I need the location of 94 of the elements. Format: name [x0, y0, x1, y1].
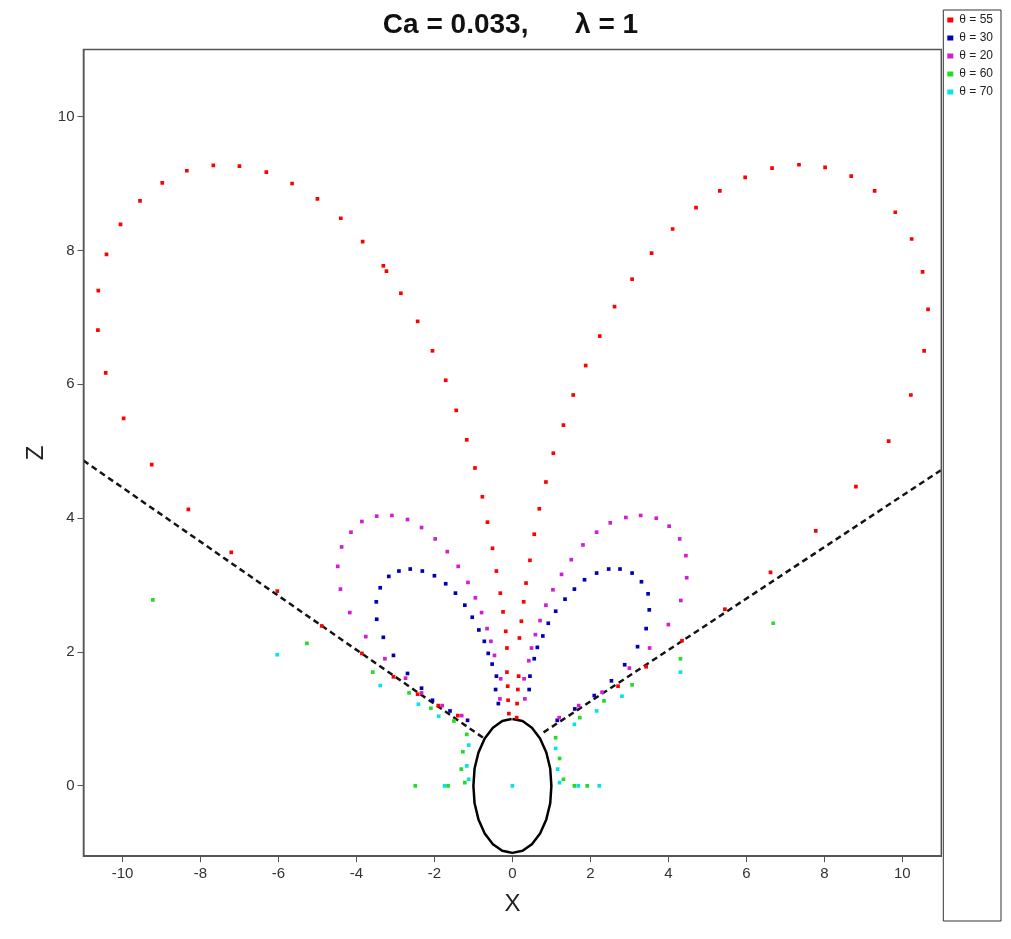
point	[448, 709, 452, 713]
point	[489, 639, 493, 644]
x-tick-label: -8	[193, 864, 208, 882]
point	[606, 567, 611, 571]
point	[477, 628, 481, 632]
point	[572, 707, 577, 711]
point	[608, 521, 613, 525]
x-tick-label: -6	[271, 864, 286, 882]
point	[407, 691, 411, 695]
x-axis-title: X	[504, 889, 521, 917]
point	[462, 603, 467, 608]
point	[667, 524, 671, 529]
point	[275, 652, 280, 657]
point	[420, 569, 425, 573]
y-tick-label: 10	[57, 106, 75, 124]
point	[349, 530, 353, 535]
point	[378, 585, 383, 590]
y-tick-label: 6	[66, 374, 75, 392]
x-tick-label: 0	[508, 864, 517, 882]
point	[522, 676, 526, 681]
x-tick-label: -2	[427, 864, 442, 882]
point	[526, 658, 531, 663]
x-tick-label: 2	[586, 864, 595, 882]
point	[553, 735, 558, 740]
point	[374, 514, 379, 518]
y-tick-label: 4	[66, 508, 75, 526]
point	[466, 743, 471, 747]
point	[585, 784, 590, 788]
point	[433, 537, 438, 541]
point	[452, 719, 456, 723]
point	[647, 608, 652, 612]
point	[620, 694, 624, 699]
legend-label: θ = 70	[959, 84, 994, 99]
point	[563, 597, 567, 601]
point	[569, 557, 574, 562]
legend-label: θ = 20	[959, 48, 994, 63]
point	[151, 597, 155, 602]
point	[461, 749, 465, 754]
point	[600, 690, 604, 695]
point	[546, 621, 551, 626]
y-axis-title: Z	[21, 445, 49, 461]
point	[540, 634, 545, 638]
point	[553, 609, 558, 614]
point	[523, 697, 527, 701]
legend-label: θ = 30	[959, 30, 994, 45]
y-tick-label: 8	[66, 240, 75, 258]
point	[413, 784, 418, 788]
x-tick-label: 4	[664, 864, 673, 882]
point	[528, 674, 532, 678]
point	[581, 543, 585, 547]
point	[482, 639, 487, 644]
point	[397, 569, 401, 573]
legend-label: θ = 55	[959, 12, 994, 27]
point	[630, 683, 634, 687]
point	[684, 575, 689, 580]
point	[654, 516, 659, 520]
x-tick-label: 10	[893, 864, 911, 882]
point	[470, 615, 475, 620]
point	[771, 621, 776, 626]
point	[551, 587, 555, 592]
point	[429, 706, 433, 711]
point	[602, 699, 606, 703]
point	[498, 697, 502, 701]
point	[532, 656, 537, 661]
point	[544, 603, 548, 608]
legend-label: θ = 60	[959, 66, 994, 81]
point	[646, 591, 650, 596]
point	[618, 567, 622, 571]
point	[490, 662, 494, 666]
point	[466, 777, 471, 782]
point	[381, 635, 386, 640]
x-tick-label: 6	[742, 864, 751, 882]
chart-title: Ca = 0.033, λ = 1	[382, 7, 639, 39]
x-tick-label: 8	[820, 864, 829, 882]
x-tick-label: -4	[349, 864, 364, 882]
point	[498, 676, 503, 681]
point	[576, 784, 581, 788]
point	[383, 656, 387, 661]
point	[305, 641, 309, 646]
y-tick-label: 2	[66, 642, 75, 660]
point	[370, 670, 375, 674]
point	[622, 662, 627, 667]
point	[374, 600, 379, 604]
point	[446, 784, 450, 788]
point	[464, 764, 469, 768]
point	[630, 571, 634, 575]
point	[443, 581, 448, 586]
point	[436, 714, 441, 719]
y-tick-label: 0	[66, 776, 75, 794]
point	[374, 617, 379, 622]
point	[408, 567, 413, 571]
point	[459, 767, 464, 772]
x-tick-label: -10	[111, 864, 134, 882]
point	[677, 537, 682, 541]
